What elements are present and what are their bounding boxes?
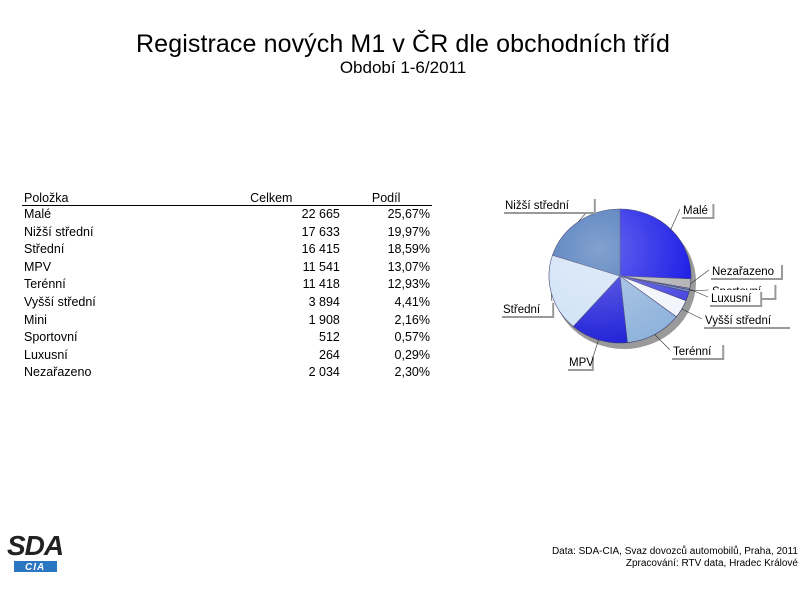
- table-row: Sportovní 512 0,57%: [22, 329, 432, 347]
- svg-text:Nižší střední: Nižší střední: [505, 200, 570, 212]
- sda-cia-logo: SDA CIA: [6, 530, 78, 581]
- svg-text:Terénní: Terénní: [673, 346, 712, 358]
- row-total: 512: [319, 330, 340, 345]
- table-row: MPV 11 541 13,07%: [22, 259, 432, 277]
- row-share: 25,67%: [387, 207, 430, 221]
- pie-slices: [548, 208, 692, 344]
- source-note: Data: SDA-CIA, Svaz dovozců automobilů, …: [552, 546, 798, 570]
- row-total: 3 894: [308, 294, 340, 309]
- row-share: 13,07%: [387, 259, 430, 274]
- logo-main-text: SDA: [7, 530, 63, 561]
- svg-text:Luxusní: Luxusní: [711, 293, 752, 305]
- row-label: Sportovní: [24, 330, 78, 345]
- row-share: 12,93%: [387, 277, 430, 292]
- row-label: Střední: [24, 242, 65, 257]
- row-total: 11 418: [302, 277, 340, 292]
- table-row: Terénní 11 418 12,93%: [22, 276, 432, 294]
- pie-leader-male: [669, 208, 681, 231]
- row-total: 2 034: [308, 365, 340, 380]
- row-label: Nezařazeno: [24, 365, 92, 380]
- row-label: Vyšší střední: [24, 294, 96, 309]
- pie-label-terenni: Terénní: [670, 343, 725, 360]
- column-header-total: Celkem: [250, 191, 293, 205]
- pie-slice-male: [619, 208, 692, 280]
- row-label: Luxusní: [24, 347, 68, 362]
- row-share: 4,41%: [394, 294, 430, 309]
- row-label: Malé: [24, 207, 52, 221]
- pie-label-luxusni: Luxusní: [708, 290, 763, 307]
- row-share: 19,97%: [387, 224, 430, 239]
- row-label: Terénní: [24, 277, 66, 292]
- pie-leader-luxusni: [689, 288, 709, 298]
- row-total: 22 665: [301, 207, 340, 221]
- pie-leader-lines: [551, 203, 710, 362]
- table-row: Střední 16 415 18,59%: [22, 241, 432, 259]
- logo-sub-text: CIA: [25, 562, 45, 573]
- row-label: Nižší střední: [24, 224, 94, 239]
- table-row: Luxusní 264 0,29%: [22, 347, 432, 365]
- data-table: Položka Celkem Podíl Malé 22 665 25,67% Niž…: [22, 192, 432, 382]
- row-total: 264: [319, 347, 340, 362]
- row-label: MPV: [24, 259, 52, 274]
- pie-label-mpv: MPV: [566, 354, 594, 371]
- pie-leader-terenni: [654, 334, 671, 351]
- svg-text:Malé: Malé: [683, 205, 708, 217]
- svg-text:Vyšší střední: Vyšší střední: [705, 315, 772, 327]
- pie-label-male: Malé: [680, 202, 715, 219]
- row-share: 0,57%: [394, 330, 430, 345]
- source-line-data: Data: SDA-CIA, Svaz dovozců automobilů, …: [551, 546, 798, 557]
- table-header-row: Položka Celkem Podíl: [22, 192, 432, 206]
- column-header-share: Podíl: [371, 191, 401, 205]
- table-row: Mini 1 908 2,16%: [22, 312, 432, 330]
- pie-leader-vyssi-stredni: [681, 308, 703, 320]
- pie-labels: Nižší středníMaléNezařazenoSportovníLuxu…: [500, 197, 790, 371]
- table-row: Nižší střední 17 633 19,97%: [22, 224, 432, 242]
- svg-text:Střední: Střední: [503, 304, 541, 316]
- row-share: 0,29%: [394, 347, 430, 362]
- column-header-item: Položka: [24, 191, 69, 205]
- row-total: 17 633: [301, 224, 340, 239]
- svg-text:Nezařazeno: Nezařazeno: [712, 266, 774, 278]
- pie-leader-nezarazeno: [690, 269, 710, 284]
- row-share: 2,16%: [394, 312, 430, 327]
- pie-chart: Nižší středníMaléNezařazenoSportovníLuxu…: [500, 197, 790, 371]
- page-title: Registrace nových M1 v ČR dle obchodních…: [136, 30, 670, 58]
- page-subtitle: Období 1-6/2011: [339, 58, 467, 77]
- table-row: Nezařazeno 2 034 2,30%: [22, 364, 432, 382]
- row-total: 11 541: [302, 259, 340, 274]
- row-total: 16 415: [301, 242, 340, 257]
- table-row: Vyšší střední 3 894 4,41%: [22, 294, 432, 312]
- row-share: 2,30%: [394, 365, 430, 380]
- pie-label-vyssi-stredni: Vyšší střední: [702, 312, 790, 329]
- row-label: Mini: [24, 312, 47, 327]
- table-row: Malé 22 665 25,67%: [22, 206, 432, 224]
- pie-label-nezarazeno: Nezařazeno: [709, 263, 783, 280]
- source-line-processing: Zpracování: RTV data, Hradec Králové: [625, 558, 798, 569]
- svg-text:MPV: MPV: [569, 357, 594, 369]
- pie-label-stredni: Střední: [500, 301, 555, 318]
- row-share: 18,59%: [387, 242, 430, 257]
- pie-label-nizsi-stredni: Nižší střední: [502, 197, 596, 214]
- row-total: 1 908: [308, 312, 340, 327]
